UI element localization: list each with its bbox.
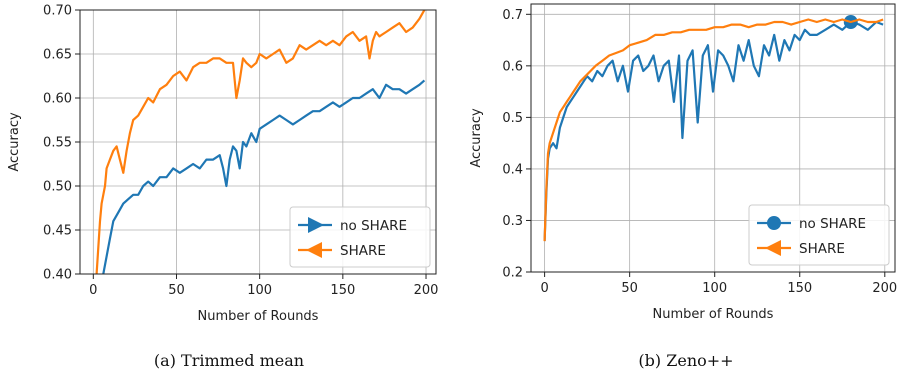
legend-label-no-share: no SHARE	[340, 218, 407, 234]
y-tick-label: 0.5	[502, 111, 523, 126]
x-axis-label: Number of Rounds	[198, 309, 319, 324]
legend-marker-share	[765, 240, 781, 256]
legend-box	[289, 206, 431, 268]
x-tick-label: 50	[168, 283, 185, 298]
series-group	[95, 10, 426, 274]
x-axis-label: Number of Rounds	[653, 307, 774, 322]
series-line-no-share	[543, 20, 884, 242]
y-axis-label: Accuracy	[7, 112, 22, 172]
series-line-share	[543, 18, 884, 242]
x-tick-label: 150	[330, 283, 355, 298]
y-tick-label: 0.3	[502, 214, 523, 229]
x-tick-label: 150	[787, 281, 812, 296]
x-tick-label: 200	[414, 283, 439, 298]
plot-frame	[530, 3, 896, 273]
x-tick-label: 50	[621, 281, 638, 296]
x-tick-label: 0	[89, 283, 97, 298]
y-tick-label: 0.50	[43, 180, 72, 195]
y-tick-label: 0.40	[43, 268, 72, 283]
legend-box	[748, 204, 890, 266]
chart-trimmed-mean: 0 50 100 150 200 0.40 0.45 0.50 0.55 0.60 0.65 0.70…	[7, 4, 438, 325]
legend-label-no-share: no SHARE	[799, 216, 866, 232]
y-tick-label: 0.7	[502, 8, 523, 23]
legend-label-share: SHARE	[799, 241, 845, 257]
legend-marker-share	[306, 242, 322, 258]
x-tick-label: 200	[872, 281, 897, 296]
legend-label-share: SHARE	[340, 243, 386, 259]
legend: no SHARE SHARE	[289, 206, 431, 268]
caption-b: (b) Zeno++	[638, 351, 733, 370]
series-line-no-share	[102, 79, 426, 274]
x-tick-label: 100	[702, 281, 727, 296]
x-tick-label: 100	[247, 283, 272, 298]
caption-a: (a) Trimmed mean	[154, 351, 304, 370]
legend: no SHARE SHARE	[748, 204, 890, 266]
y-tick-label: 0.60	[43, 92, 72, 107]
y-tick-label: 0.4	[502, 162, 523, 177]
legend-marker-no-share	[767, 216, 781, 230]
y-tick-label: 0.6	[502, 59, 523, 74]
y-tick-label: 0.55	[43, 136, 72, 151]
chart-zeno: 0 50 100 150 200 0.2 0.3 0.4 0.5 0.6 0.7 Number of …	[469, 3, 897, 322]
y-tick-label: 0.45	[43, 224, 72, 239]
series-line-share	[95, 10, 426, 274]
y-tick-label: 0.70	[43, 4, 72, 19]
y-tick-label: 0.2	[502, 266, 523, 281]
y-axis-label: Accuracy	[469, 108, 484, 168]
x-tick-label: 0	[540, 281, 548, 296]
legend-marker-no-share	[308, 217, 324, 233]
y-tick-label: 0.65	[43, 48, 72, 63]
series-group	[543, 15, 884, 242]
